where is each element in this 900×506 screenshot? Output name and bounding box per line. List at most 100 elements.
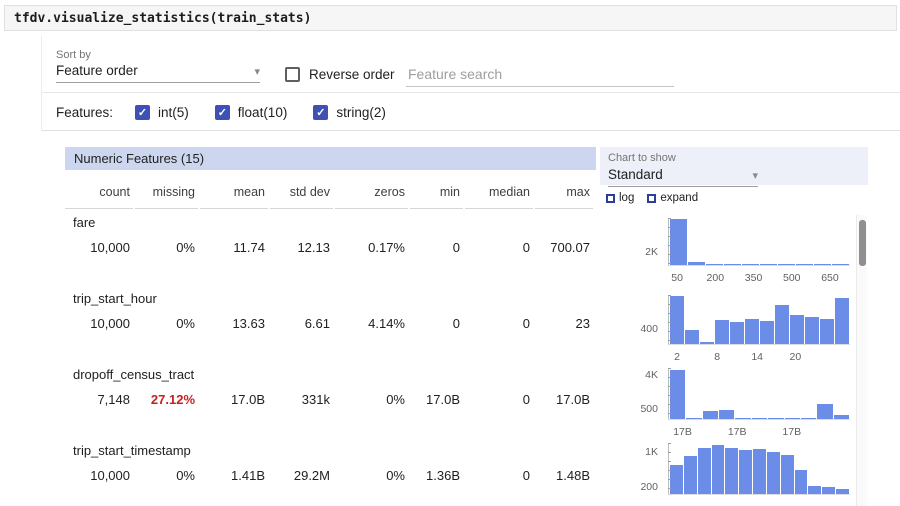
feature-type-checkbox[interactable]: ✓ (313, 104, 329, 120)
histogram-bar[interactable] (688, 261, 705, 265)
histogram-bar[interactable] (820, 319, 834, 344)
feature-type-checkbox[interactable]: ✓ (214, 104, 230, 120)
y-axis-ticks (668, 368, 671, 419)
histogram-bar[interactable] (685, 330, 699, 344)
stat-missing: 0% (176, 240, 195, 255)
histogram-bar[interactable] (706, 264, 723, 265)
histogram-bar[interactable] (832, 264, 849, 265)
histogram-bar[interactable] (725, 447, 739, 494)
y-axis-ticks (668, 218, 671, 265)
stat-mean: 13.63 (232, 316, 265, 331)
x-tick-label: 2 (674, 351, 681, 363)
histogram-bar[interactable] (796, 264, 813, 265)
chart-type-select[interactable]: Standard ▾ (608, 167, 758, 187)
feature-stats: 10,000 0% 13.63 6.61 4.14% 0 0 23 (65, 316, 596, 331)
histogram-bar[interactable] (686, 417, 702, 419)
column-header-max: max (535, 185, 593, 209)
x-tick-label: 8 (714, 351, 721, 363)
histogram-bar[interactable] (833, 415, 849, 419)
histogram-bar[interactable] (817, 403, 833, 419)
histogram-bar[interactable] (670, 369, 686, 419)
histogram-bar[interactable] (814, 264, 831, 265)
stat-max: 23 (575, 316, 590, 331)
histogram-bar[interactable] (835, 298, 849, 344)
scrollbar-thumb[interactable] (859, 220, 866, 266)
stat-std-dev: 331k (301, 392, 330, 407)
histogram-bar[interactable] (778, 264, 795, 265)
histogram-bar[interactable] (719, 410, 735, 419)
column-header-std-dev: std dev (270, 185, 333, 209)
histogram-bar[interactable] (822, 487, 836, 494)
histogram-column: 2K 50 200 350 500 650 400 2 8 14 20 4K 500 17B 17… (600, 215, 852, 506)
x-tick-label: 50 (671, 272, 683, 284)
histogram-bar[interactable] (670, 219, 687, 265)
histogram-bar[interactable] (683, 455, 697, 494)
reverse-order-checkbox[interactable] (285, 67, 300, 82)
y-tick-label: 1K (645, 445, 658, 458)
x-tick-label: 650 (821, 272, 839, 284)
histogram-bar[interactable] (766, 451, 780, 494)
x-tick-label: 20 (789, 351, 802, 363)
stat-median: 0 (522, 392, 530, 407)
table-title: Numeric Features (15) (65, 147, 596, 170)
histogram-bar[interactable] (670, 296, 684, 344)
features-filter-row: Features: ✓ int(5) ✓ float(10) ✓ string(2) (42, 94, 900, 131)
histogram-bar[interactable] (715, 320, 729, 344)
column-header-mean: mean (200, 185, 268, 209)
histogram-bar[interactable] (805, 317, 819, 344)
histogram-bar[interactable] (751, 417, 768, 419)
histogram-bar[interactable] (702, 411, 719, 419)
feature-name: fare (73, 215, 96, 230)
histogram-bar[interactable] (670, 465, 683, 494)
expand-checkbox[interactable] (647, 193, 657, 203)
log-checkbox[interactable] (606, 193, 615, 203)
stat-std-dev: 12.13 (297, 240, 330, 255)
stat-median: 0 (522, 316, 530, 331)
histogram-bar[interactable] (753, 449, 766, 494)
histogram-bar[interactable] (784, 417, 800, 419)
histogram-bar[interactable] (730, 321, 744, 344)
histogram-bar[interactable] (808, 485, 822, 494)
sort-by-select[interactable]: Feature order ▾ (56, 63, 260, 83)
histogram-bar[interactable] (794, 469, 808, 494)
feature-row-dropoff_census_tract: dropoff_census_tract 7,148 27.12% 17.0B 331k… (65, 361, 596, 437)
feature-type-label: float(10) (237, 104, 288, 120)
y-tick-label: 500 (640, 403, 658, 416)
histogram-bar[interactable] (735, 417, 751, 419)
feature-type-label: string(2) (336, 104, 386, 120)
scrollbar-track[interactable] (856, 215, 867, 506)
controls-panel: Sort by Feature order ▾ Reverse order Fe… (41, 36, 900, 131)
histogram-bar[interactable] (745, 319, 759, 344)
chevron-down-icon[interactable]: ▾ (254, 66, 260, 78)
histogram-bar[interactable] (700, 341, 714, 344)
histogram-bar[interactable] (742, 264, 759, 265)
histogram-bar[interactable] (790, 314, 804, 344)
feature-type-checkbox[interactable]: ✓ (135, 104, 151, 120)
histogram-bar[interactable] (739, 450, 753, 494)
histogram-bar[interactable] (760, 264, 777, 265)
code-cell[interactable]: tfdv.visualize_statistics(train_stats) (4, 5, 897, 31)
histogram-bar[interactable] (711, 444, 725, 494)
histogram-bar[interactable] (697, 448, 711, 494)
column-header-zeros: zeros (335, 185, 408, 209)
feature-search-input[interactable] (406, 62, 674, 87)
stat-max: 1.48B (556, 468, 590, 483)
histogram-bar[interactable] (800, 417, 817, 419)
x-tick-label: 14 (751, 351, 764, 363)
histogram-bar[interactable] (768, 417, 784, 419)
histogram-plot (668, 368, 850, 420)
x-tick-label: 17B (673, 426, 692, 438)
histogram-bar[interactable] (775, 305, 789, 344)
histogram-bar[interactable] (780, 454, 794, 494)
feature-stats: 7,148 27.12% 17.0B 331k 0% 17.0B 0 17.0B (65, 392, 596, 407)
y-tick-label: 2K (645, 245, 658, 258)
sort-by-label: Sort by (56, 49, 91, 61)
y-axis: 1K 200 (600, 443, 664, 495)
y-tick-label: 200 (640, 481, 658, 494)
histogram-bar[interactable] (760, 321, 774, 344)
chevron-down-icon[interactable]: ▾ (752, 170, 758, 182)
histogram-bar[interactable] (724, 264, 741, 265)
sort-row: Sort by Feature order ▾ Reverse order (42, 36, 900, 93)
histogram-bar[interactable] (836, 488, 849, 494)
stat-count: 10,000 (90, 240, 130, 255)
